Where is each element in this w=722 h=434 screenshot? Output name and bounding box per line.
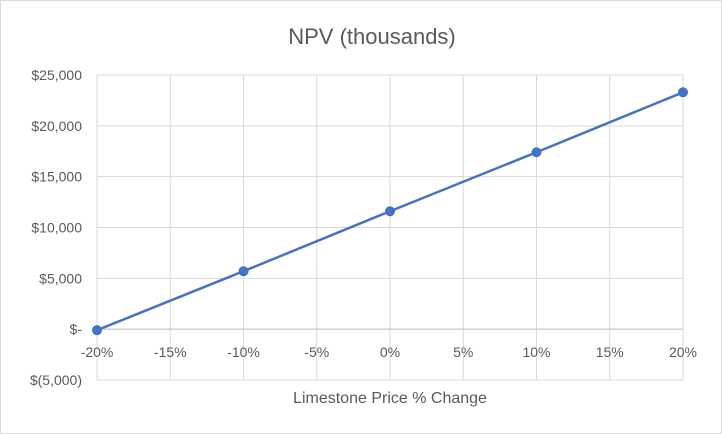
x-tick-label: 15% — [596, 344, 624, 360]
x-tick-label: -20% — [81, 344, 114, 360]
x-tick-label: -5% — [304, 344, 329, 360]
data-point — [238, 266, 249, 277]
y-tick-label: $- — [70, 321, 83, 337]
data-point — [385, 206, 395, 217]
y-tick-label: $(5,000) — [30, 372, 82, 388]
data-point — [92, 325, 102, 336]
x-tick-label: -15% — [154, 344, 187, 360]
x-axis-title: Limestone Price % Change — [293, 390, 487, 407]
y-tick-label: $15,000 — [31, 169, 82, 185]
x-tick-label: 0% — [380, 344, 400, 360]
data-point — [678, 87, 688, 98]
gridlines — [96, 74, 684, 381]
chart-title: NPV (thousands) — [288, 24, 456, 49]
y-tick-label: $10,000 — [31, 220, 82, 236]
y-tick-label: $5,000 — [39, 270, 82, 286]
x-tick-label: -10% — [227, 344, 260, 360]
x-tick-label: 5% — [453, 344, 473, 360]
x-tick-label: 20% — [669, 344, 697, 360]
data-point — [531, 147, 542, 158]
y-axis-tick-labels: $25,000 $20,000 $15,000 $10,000 $5,000 $- $(5,… — [30, 67, 82, 388]
x-tick-label: 10% — [522, 344, 550, 360]
y-tick-label: $25,000 — [31, 67, 82, 83]
series-group — [92, 87, 688, 336]
x-axis-tick-labels: -20% -15% -10% -5% 0% 5% 10% 15% 20% — [81, 344, 697, 360]
y-tick-label: $20,000 — [31, 118, 82, 134]
